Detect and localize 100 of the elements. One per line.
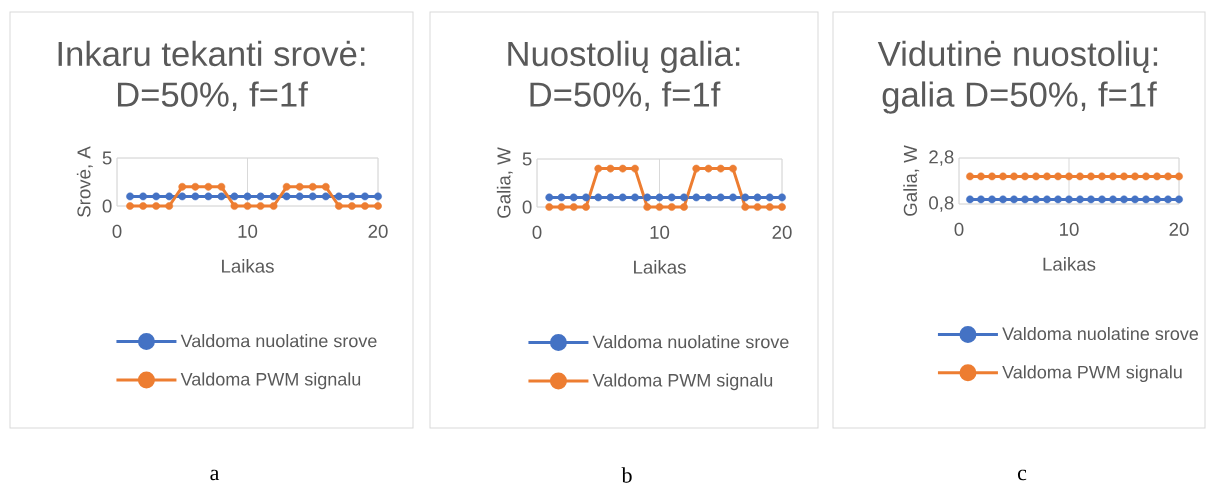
point [152, 192, 161, 201]
point [729, 193, 737, 202]
point [139, 192, 147, 201]
point [569, 203, 578, 211]
y-tick-label: 5 [522, 152, 532, 166]
point [594, 193, 603, 202]
point [126, 192, 134, 201]
point [545, 203, 554, 211]
point [729, 164, 737, 173]
x-tick-label: 20 [772, 225, 792, 239]
point [692, 193, 701, 202]
x-tick-label: 10 [238, 224, 258, 238]
point [269, 192, 278, 201]
y-tick-label: 5 [102, 151, 112, 165]
chart-title: Inkaru tekanti srovė: D=50%, f=1f [58, 40, 365, 111]
point [165, 192, 174, 201]
point [606, 193, 615, 202]
point [631, 193, 639, 202]
point [643, 203, 652, 211]
x-tick-label: 10 [1060, 222, 1079, 236]
point [139, 202, 147, 210]
y-axis-title: Galia, W [903, 145, 920, 216]
point [308, 182, 317, 191]
point [126, 202, 134, 210]
point [741, 203, 750, 211]
point [334, 202, 343, 210]
point [321, 192, 330, 201]
point [765, 193, 774, 202]
point [217, 182, 226, 191]
point [692, 164, 701, 173]
point [308, 192, 317, 201]
x-axis-title: Laikas [634, 260, 686, 274]
point [631, 164, 639, 173]
point [295, 192, 304, 201]
point [374, 192, 382, 201]
point [643, 193, 652, 202]
legend-label: Valdoma nuolatine srove [1002, 326, 1199, 341]
point [765, 203, 774, 211]
point [178, 182, 187, 191]
point [230, 192, 239, 201]
point [282, 192, 291, 201]
point [753, 203, 762, 211]
point [778, 203, 786, 211]
point [230, 202, 239, 210]
point [191, 182, 200, 191]
point [594, 164, 603, 173]
point [667, 203, 676, 211]
point [618, 193, 627, 202]
point [704, 164, 713, 173]
point [557, 193, 566, 202]
x-axis-title: Laikas [222, 259, 274, 273]
legend-label: Valdoma PWM signalu [592, 373, 773, 391]
x-tick-label: 0 [532, 225, 542, 239]
point [178, 192, 187, 201]
point [191, 192, 200, 201]
legend-label: Valdoma PWM signalu [1002, 365, 1182, 383]
point [667, 193, 676, 202]
legend-label: Valdoma nuolatine srove [180, 334, 377, 348]
point [217, 192, 226, 201]
point [618, 164, 627, 173]
x-axis-title: Laikas [1043, 257, 1096, 271]
x-tick-label: 0 [112, 224, 122, 238]
text: c [1017, 469, 1027, 481]
point [256, 202, 265, 210]
point [582, 193, 590, 202]
point [704, 193, 713, 202]
point [606, 164, 615, 173]
point [334, 192, 343, 201]
point [204, 192, 213, 201]
text: a [210, 469, 220, 481]
point [204, 182, 213, 191]
point [243, 192, 252, 201]
x-tick-label: 10 [650, 225, 670, 239]
point [680, 203, 688, 211]
y-tick-label: 0,8 [929, 196, 954, 212]
point [282, 182, 291, 191]
chart-title: Vidutinė nuostolių: galia D=50%, f=1f [877, 40, 1158, 114]
text: b [621, 467, 632, 483]
x-tick-label: 20 [1169, 222, 1189, 236]
x-tick-label: 20 [368, 224, 388, 238]
point [348, 202, 356, 210]
point [243, 202, 252, 210]
point [569, 193, 578, 202]
point [152, 202, 161, 210]
point [165, 202, 174, 210]
point [557, 203, 566, 211]
point [361, 192, 369, 201]
point [374, 202, 382, 210]
point [582, 203, 590, 211]
point [256, 192, 265, 201]
point [321, 182, 330, 191]
y-tick-label: 2,8 [929, 150, 954, 166]
point [680, 193, 688, 202]
point [716, 193, 725, 202]
point [741, 193, 750, 202]
chart-title: Nuostolių galia: D=50%, f=1f [508, 40, 740, 111]
x-tick-label: 0 [954, 222, 964, 236]
point [655, 203, 664, 211]
legend-label: Valdoma PWM signalu [180, 372, 361, 390]
y-axis-title: Galia, W [496, 147, 513, 218]
